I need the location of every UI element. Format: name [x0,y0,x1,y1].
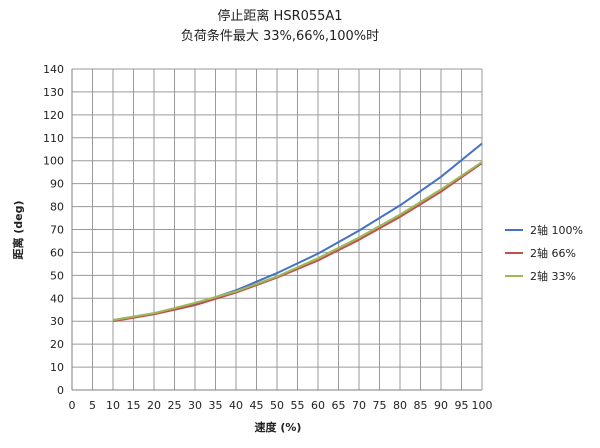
y-axis-label: 距离 (deg) [11,200,25,259]
grid [72,68,483,390]
y-tick-label: 40 [50,292,64,305]
x-tick-labels: 0 5 10 15 20 25 30 35 40 45 50 55 60 65 70 75 80 85 90 95 10… [69,399,493,412]
x-tick-label: 30 [188,399,202,412]
axes [71,69,482,391]
series-line-2 [112,162,483,323]
y-tick-label: 140 [43,63,64,76]
y-tick-label: 50 [50,269,64,282]
y-tick-label: 90 [50,178,64,191]
x-tick-label: 70 [352,399,366,412]
x-tick-label: 90 [434,399,448,412]
x-tick-label: 45 [250,399,264,412]
x-tick-label: 65 [332,399,346,412]
x-tick-label: 95 [455,399,469,412]
x-tick-label: 0 [69,399,76,412]
x-tick-label: 15 [127,399,141,412]
legend-label: 2轴 33% [530,269,576,283]
x-tick-label: 10 [106,399,120,412]
legend: 2轴 100% 2轴 66% 2轴 33% [505,223,583,283]
x-tick-label: 100 [472,399,493,412]
series-line-3 [112,161,483,322]
x-tick-label: 80 [393,399,407,412]
x-tick-label: 25 [168,399,182,412]
y-tick-label: 80 [50,201,64,214]
x-tick-label: 20 [147,399,161,412]
y-tick-label: 30 [50,315,64,328]
series-lines [112,142,483,323]
y-tick-label: 60 [50,246,64,259]
x-tick-label: 85 [414,399,428,412]
legend-label: 2轴 100% [530,223,583,237]
y-tick-label: 10 [50,361,64,374]
y-tick-label: 20 [50,338,64,351]
legend-label: 2轴 66% [530,246,576,260]
x-axis-label: 速度 (%) [255,420,302,434]
y-tick-label: 130 [43,86,64,99]
y-tick-label: 0 [57,384,64,397]
y-tick-label: 70 [50,224,64,237]
x-tick-label: 5 [89,399,96,412]
y-tick-label: 100 [43,155,64,168]
x-tick-label: 55 [291,399,305,412]
x-tick-label: 50 [270,399,284,412]
y-tick-label: 120 [43,109,64,122]
chart-title: 停止距离 HSR055A1 [217,8,342,24]
x-tick-label: 40 [229,399,243,412]
x-tick-label: 75 [373,399,387,412]
y-tick-labels: 0 10 20 30 40 50 60 70 80 90 100 110 120 130 140 [43,63,64,397]
y-tick-label: 110 [43,132,64,145]
x-tick-label: 60 [311,399,325,412]
x-tick-label: 35 [209,399,223,412]
chart-subtitle: 负荷条件最大 33%,66%,100%时 [181,28,379,44]
